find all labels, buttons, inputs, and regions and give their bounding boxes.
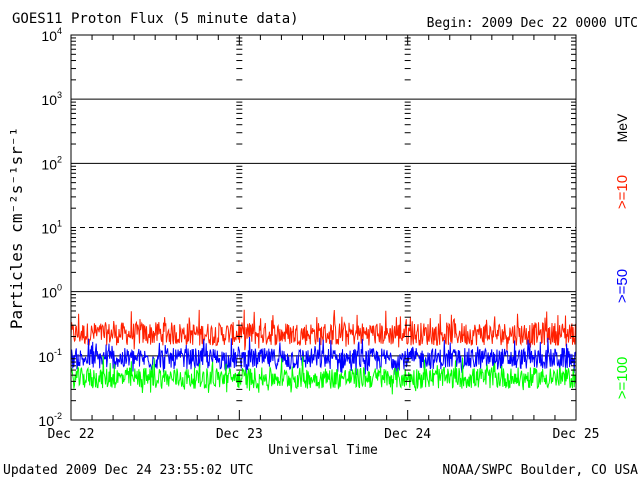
- y-tick-exponent: -1: [54, 347, 62, 357]
- x-tick-label: Dec 25: [553, 427, 600, 442]
- y-tick-exponent: 2: [57, 154, 62, 164]
- y-tick-exponent: 4: [57, 26, 62, 36]
- x-tick-label: Dec 23: [216, 427, 263, 442]
- series-layer: [70, 309, 577, 395]
- x-tick-labels: Dec 22 Dec 23 Dec 24 Dec 25: [48, 427, 600, 442]
- legend-entry: >=10: [614, 175, 631, 209]
- x-tick-label: Dec 22: [48, 427, 95, 442]
- y-tick-base: 10: [41, 28, 57, 44]
- legend-unit: MeV: [614, 113, 630, 142]
- y-tick-label: 10-1: [38, 347, 62, 365]
- series-line: [70, 356, 577, 395]
- y-tick-base: 10: [41, 156, 57, 172]
- y-axis-label: Particles cm⁻²s⁻¹sr⁻¹: [7, 127, 26, 329]
- y-tick-base: 10: [41, 285, 57, 301]
- plot-frame: [70, 34, 577, 421]
- y-tick-label: 101: [41, 219, 62, 237]
- y-tick-exponent: 0: [57, 283, 62, 293]
- series-line: [70, 336, 577, 376]
- begin-time: Begin: 2009 Dec 22 0000 UTC: [427, 16, 638, 31]
- legend: >=10 >=50 >=100 MeV: [614, 113, 631, 399]
- series-line: [70, 309, 577, 351]
- y-tick-label: 102: [41, 154, 62, 172]
- y-tick-exponent: 1: [57, 219, 62, 229]
- y-tick-base: 10: [38, 413, 54, 429]
- y-tick-label: 104: [41, 26, 62, 44]
- y-tick-exponent: 3: [57, 90, 62, 100]
- credit: NOAA/SWPC Boulder, CO USA: [442, 463, 638, 478]
- y-tick-label: 100: [41, 283, 62, 301]
- x-axis-label: Universal Time: [268, 443, 378, 458]
- chart-title: GOES11 Proton Flux (5 minute data): [12, 11, 299, 27]
- y-tick-base: 10: [41, 92, 57, 108]
- y-tick-base: 10: [41, 221, 57, 237]
- legend-entry: >=50: [614, 269, 631, 303]
- y-tick-exponent: -2: [54, 411, 62, 421]
- y-tick-label: 10-2: [38, 411, 62, 429]
- legend-entry: >=100: [614, 357, 631, 400]
- y-tick-label: 103: [41, 90, 62, 108]
- updated-timestamp: Updated 2009 Dec 24 23:55:02 UTC: [3, 463, 253, 478]
- gridlines: [71, 98, 576, 357]
- y-tick-base: 10: [38, 349, 54, 365]
- x-tick-label: Dec 24: [384, 427, 431, 442]
